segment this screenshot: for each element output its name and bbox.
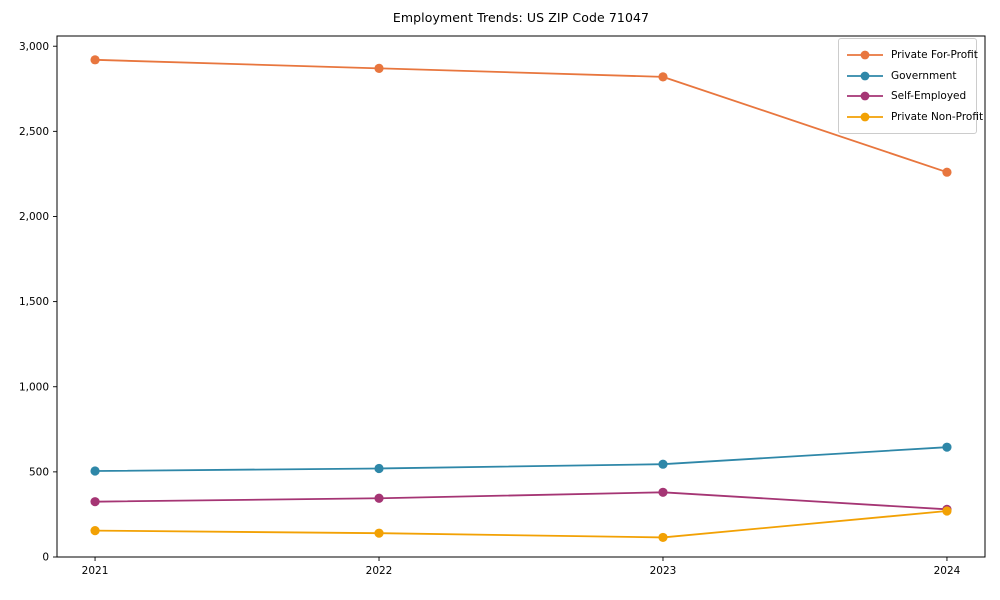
legend-item-self-employed: Self-Employed xyxy=(846,86,968,107)
data-point-private-non-profit xyxy=(942,506,952,516)
legend-item-government: Government xyxy=(846,66,968,87)
data-point-private-for-profit xyxy=(658,72,668,82)
plot-border xyxy=(56,35,986,558)
series-line-government xyxy=(94,446,948,472)
y-tick-label: 2,500 xyxy=(19,126,49,138)
data-point-self-employed xyxy=(374,493,384,503)
x-tick-label: 2023 xyxy=(650,565,677,577)
data-point-private-for-profit xyxy=(90,55,100,65)
line-marker-icon xyxy=(846,111,884,123)
y-tick-label: 3,000 xyxy=(19,41,49,53)
legend: Private For-Profit Government Self-Emplo… xyxy=(838,38,983,134)
y-tick-label: 1,500 xyxy=(19,296,49,308)
legend-item-private-non-profit: Private Non-Profit xyxy=(846,107,983,128)
legend-item-private-for-profit: Private For-Profit xyxy=(846,45,978,66)
data-point-government xyxy=(90,466,100,476)
series-line-self-employed xyxy=(94,491,948,511)
x-tick-label: 2022 xyxy=(366,565,393,577)
data-point-self-employed xyxy=(90,497,100,507)
y-tick-label: 1,000 xyxy=(19,381,49,393)
line-marker-glyph xyxy=(847,50,883,60)
data-point-government xyxy=(658,459,668,469)
x-tick-label: 2021 xyxy=(82,565,109,577)
line-marker-glyph xyxy=(847,112,883,122)
legend-label: Private For-Profit xyxy=(891,49,978,62)
y-tick-label: 500 xyxy=(29,466,49,478)
line-marker-glyph xyxy=(847,91,883,101)
x-tick-label: 2024 xyxy=(934,565,961,577)
data-point-private-non-profit xyxy=(658,532,668,543)
line-marker-icon xyxy=(846,90,884,102)
data-point-private-non-profit xyxy=(90,526,100,536)
chart-title: Employment Trends: US ZIP Code 71047 xyxy=(392,10,650,25)
data-point-government xyxy=(942,442,952,452)
data-point-private-non-profit xyxy=(374,528,384,538)
data-point-government xyxy=(374,463,384,474)
data-point-private-for-profit xyxy=(374,63,384,73)
series-line-private-for-profit xyxy=(94,58,948,174)
line-marker-icon xyxy=(846,49,884,61)
y-tick-label: 2,000 xyxy=(19,211,49,223)
data-point-self-employed xyxy=(658,487,668,497)
legend-label: Private Non-Profit xyxy=(891,110,984,123)
line-marker-icon xyxy=(846,70,884,82)
series-line-private-non-profit xyxy=(94,510,948,539)
legend-label: Government xyxy=(891,69,957,82)
line-marker-glyph xyxy=(847,71,883,81)
data-point-private-for-profit xyxy=(942,167,952,177)
legend-label: Self-Employed xyxy=(891,90,967,103)
y-tick-label: 0 xyxy=(42,552,49,564)
